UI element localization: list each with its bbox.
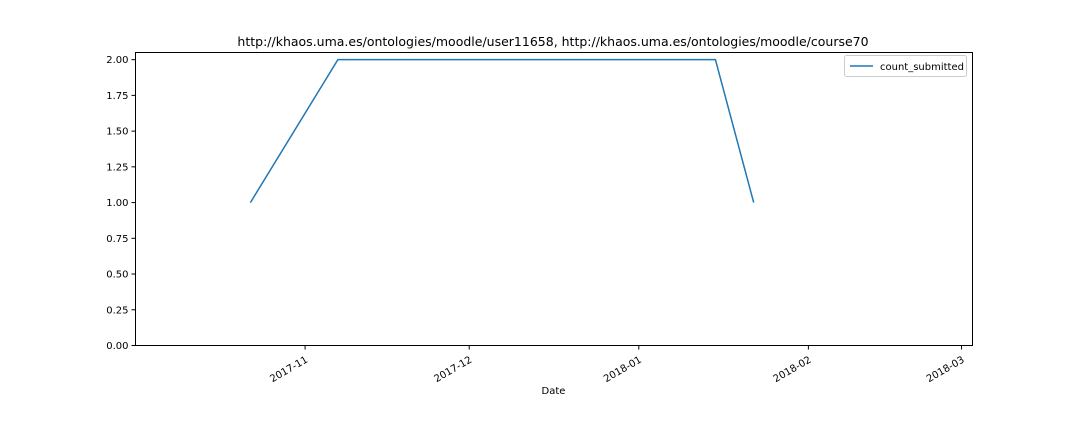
x-tick-label: 2018-01: [602, 355, 644, 385]
x-tick-label: 2017-11: [268, 355, 310, 385]
plot-frame: [135, 52, 973, 346]
y-tick-label: 1.75: [106, 91, 128, 102]
chart-title: http://khaos.uma.es/ontologies/moodle/us…: [237, 34, 868, 49]
y-tick-label: 1.00: [106, 198, 128, 209]
plot-lines: [249, 58, 755, 203]
x-tick-label: 2018-03: [925, 355, 967, 385]
y-tick-label: 1.50: [106, 127, 128, 138]
y-tick-label: 0.00: [106, 341, 128, 352]
y-tick-label: 1.25: [106, 162, 128, 173]
legend: count_submitted: [844, 55, 967, 77]
y-tick-label: 2.00: [106, 55, 128, 66]
x-tick-label: 2018-02: [772, 355, 814, 385]
x-axis-label: Date: [542, 386, 566, 397]
x-tick-label: 2017-12: [433, 355, 475, 385]
legend-box: [844, 55, 967, 77]
y-tick-label: 0.75: [106, 234, 128, 245]
y-tick-label: 0.25: [106, 305, 128, 316]
x-axis: 2017-11 2017-12 2018-01 2018-02 2018-03: [268, 345, 967, 385]
y-axis: 0.00 0.25 0.50 0.75 1.00 1.25 1.50 1.75 2.00: [106, 55, 136, 352]
legend-label: count_submitted: [880, 62, 964, 73]
y-tick-label: 0.50: [106, 270, 128, 281]
series-line: [249, 58, 755, 203]
